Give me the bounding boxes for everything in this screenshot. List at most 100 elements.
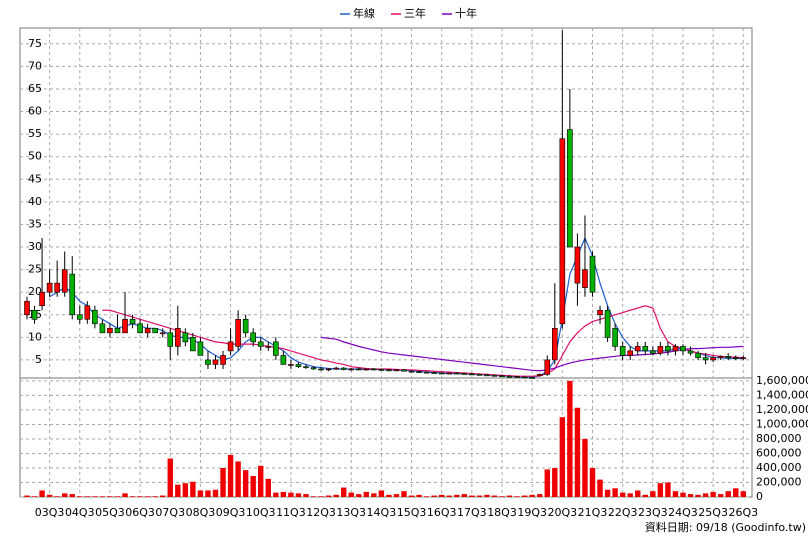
volume-bar — [190, 481, 196, 497]
x-tick-label: 04Q3 — [65, 506, 95, 519]
volume-bar — [552, 467, 558, 497]
candle-body — [672, 346, 679, 352]
candle-body — [574, 246, 581, 284]
candle-body — [122, 318, 128, 334]
volume-bar — [657, 483, 664, 497]
volume-bar — [529, 494, 535, 497]
y-tick-label: 5 — [35, 353, 42, 366]
candle-body — [318, 368, 324, 371]
candle-body — [107, 328, 113, 334]
volume-bar — [431, 495, 437, 497]
y2-tick-label: 600,000 — [756, 446, 802, 459]
x-tick-label: 24Q3 — [668, 506, 698, 519]
x-tick-label: 22Q3 — [608, 506, 638, 519]
x-tick-label: 13Q3 — [336, 506, 366, 519]
volume-bar — [288, 492, 294, 497]
candle-body — [453, 372, 460, 375]
y-tick-label: 45 — [28, 172, 42, 185]
candle-body — [235, 318, 241, 347]
candle-body — [69, 273, 76, 316]
candle-body — [280, 355, 287, 365]
y2-tick-label: 1,600,000 — [756, 374, 808, 387]
volume-bar — [197, 490, 204, 497]
volume-bar — [39, 490, 45, 497]
x-tick-label: 07Q3 — [155, 506, 185, 519]
candle-body — [642, 346, 649, 352]
volume-bar — [446, 495, 452, 497]
volume-bar — [650, 491, 656, 497]
x-tick-label: 21Q3 — [578, 506, 608, 519]
volume-bar — [393, 494, 400, 497]
y-tick-label: 10 — [28, 330, 42, 343]
volume-bar — [589, 467, 596, 497]
candle-body — [167, 332, 174, 347]
volume-bar — [205, 490, 211, 497]
x-tick-label: 16Q3 — [427, 506, 457, 519]
candle-body — [310, 367, 317, 370]
volume-bar — [152, 496, 158, 497]
volume-bar — [129, 496, 136, 497]
volume-bar — [514, 496, 520, 497]
x-tick-label: 09Q3 — [216, 506, 246, 519]
volume-bar — [182, 483, 189, 497]
volume-bar — [619, 492, 626, 497]
volume-bar — [423, 496, 430, 497]
candle-body — [612, 328, 618, 347]
volume-bar — [574, 407, 581, 497]
volume-bar — [348, 492, 354, 497]
candle-body — [114, 328, 121, 334]
candle-body — [84, 305, 91, 320]
volume-bar — [725, 491, 731, 497]
volume-bar — [295, 493, 302, 497]
volume-bar — [160, 495, 166, 497]
volume-bar — [212, 489, 219, 497]
candle-body — [657, 346, 664, 354]
y2-tick-label: 1,200,000 — [756, 403, 808, 416]
y2-tick-label: 0 — [756, 490, 763, 503]
candle-body — [431, 372, 437, 374]
y2-tick-label: 1,000,000 — [756, 417, 808, 430]
candle-body — [589, 255, 596, 293]
volume-bar — [665, 482, 671, 497]
x-tick-label: 14Q3 — [367, 506, 397, 519]
volume-bar — [612, 488, 618, 497]
candle-body — [340, 367, 347, 370]
volume-bar — [506, 495, 513, 497]
candle-body — [288, 364, 294, 366]
volume-bar — [582, 438, 588, 497]
volume-bar — [265, 478, 271, 497]
candle-body — [650, 350, 656, 354]
volume-bar — [356, 494, 362, 497]
y2-tick-label: 800,000 — [756, 432, 802, 445]
candle-body — [476, 374, 483, 376]
candle-body — [619, 346, 626, 356]
candle-body — [717, 356, 724, 358]
volume-bar — [717, 494, 724, 497]
y-tick-label: 25 — [28, 263, 42, 276]
candle-body — [386, 369, 392, 372]
x-tick-label: 11Q3 — [276, 506, 306, 519]
volume-bar — [99, 496, 106, 497]
volume-bar — [325, 495, 332, 497]
candle-body — [423, 371, 430, 374]
candle-body — [371, 368, 377, 371]
volume-bar — [137, 496, 143, 497]
candle-body — [182, 332, 189, 343]
volume-bar — [439, 494, 445, 497]
volume-bar — [484, 494, 490, 497]
candle-body — [227, 341, 234, 352]
candle-body — [521, 376, 528, 379]
y-tick-label: 40 — [28, 195, 42, 208]
ma-line — [320, 336, 744, 372]
volume-bar — [476, 495, 483, 497]
volume-bar — [54, 496, 60, 497]
candle-body — [446, 372, 453, 375]
volume-bar — [280, 491, 287, 497]
volume-bar — [122, 493, 128, 497]
candle-body — [408, 370, 415, 373]
volume-bar — [401, 491, 407, 497]
volume-bar — [250, 475, 256, 497]
candle-body — [378, 369, 385, 371]
y-tick-label: 75 — [28, 37, 42, 50]
candle-body — [295, 364, 302, 368]
